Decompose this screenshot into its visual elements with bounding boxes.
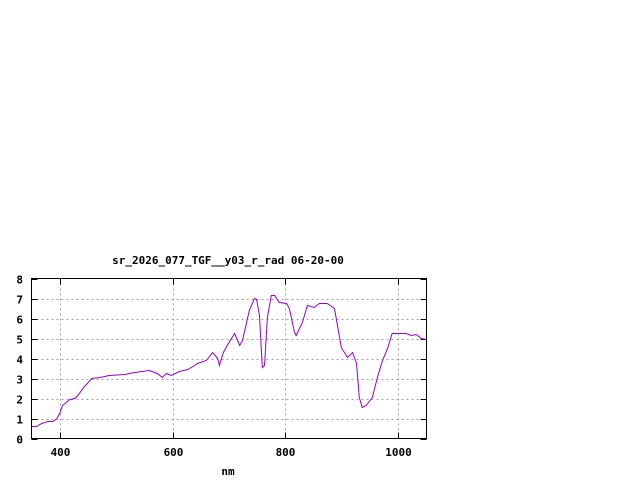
y-tick-label: 3 bbox=[16, 374, 23, 387]
x-axis-label: nm bbox=[221, 465, 235, 478]
grid bbox=[31, 278, 427, 439]
y-tick-label: 8 bbox=[16, 274, 23, 287]
x-tick-label: 600 bbox=[164, 446, 184, 459]
y-tick-label: 0 bbox=[16, 434, 23, 447]
y-tick-label: 4 bbox=[16, 354, 23, 367]
y-tick-label: 7 bbox=[16, 294, 23, 307]
ticks: 400 600 800 1000 0 1 2 3 4 5 6 7 8 bbox=[16, 274, 427, 459]
y-tick-label: 2 bbox=[16, 394, 23, 407]
x-tick-label: 400 bbox=[51, 446, 71, 459]
y-tick-label: 1 bbox=[16, 414, 23, 427]
chart-title: sr_2026_077_TGF__y03_r_rad 06-20-00 bbox=[112, 254, 344, 267]
plot-border bbox=[31, 278, 427, 439]
x-tick-label: 1000 bbox=[385, 446, 412, 459]
y-tick-label: 5 bbox=[16, 334, 23, 347]
x-tick-label: 800 bbox=[276, 446, 296, 459]
y-tick-label: 6 bbox=[16, 314, 23, 327]
series-line bbox=[31, 295, 427, 427]
